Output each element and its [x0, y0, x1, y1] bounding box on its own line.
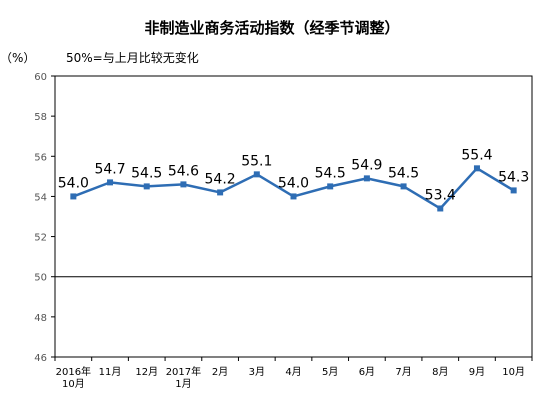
data-point [511, 187, 517, 193]
y-unit-label: （%） [0, 51, 35, 65]
data-point [364, 175, 370, 181]
plot-frame [55, 76, 532, 357]
x-tick-label: 9月 [469, 366, 485, 378]
x-tick-label: 1月 [175, 378, 191, 390]
y-tick-label: 56 [34, 152, 47, 163]
data-label: 55.1 [241, 153, 272, 169]
data-label: 54.3 [498, 169, 529, 185]
x-tick-label: 11月 [99, 366, 122, 378]
data-point [291, 193, 297, 199]
data-point [70, 193, 76, 199]
data-label: 54.6 [168, 163, 199, 179]
chart-title: 非制造业商务活动指数（经季节调整） [144, 19, 399, 37]
x-tick-label: 6月 [359, 366, 375, 378]
data-label: 54.5 [388, 165, 419, 181]
x-tick-label: 7月 [395, 366, 411, 378]
data-label: 54.5 [315, 165, 346, 181]
y-tick-label: 46 [34, 353, 47, 364]
data-point [144, 183, 150, 189]
y-tick-label: 48 [34, 313, 47, 324]
data-point [327, 183, 333, 189]
data-label: 55.4 [461, 147, 492, 163]
x-tick-label: 4月 [285, 366, 301, 378]
data-label: 54.9 [351, 157, 382, 173]
data-label: 54.0 [58, 175, 89, 191]
data-point [180, 181, 186, 187]
x-tick-label: 10月 [62, 378, 85, 390]
y-tick-label: 50 [34, 273, 47, 284]
x-tick-label: 8月 [432, 366, 448, 378]
data-point [437, 205, 443, 211]
data-label: 54.7 [94, 161, 125, 177]
data-point [107, 179, 113, 185]
data-label: 54.2 [205, 171, 236, 187]
y-tick-label: 58 [34, 112, 47, 123]
data-point [254, 171, 260, 177]
x-tick-label: 10月 [502, 366, 525, 378]
data-point [474, 165, 480, 171]
data-point [401, 183, 407, 189]
y-tick-label: 52 [34, 233, 47, 244]
data-point [217, 189, 223, 195]
y-tick-label: 60 [34, 72, 47, 83]
baseline-note: 50%=与上月比较无变化 [66, 50, 199, 65]
y-tick-label: 54 [34, 192, 47, 203]
x-tick-label: 2月 [212, 366, 228, 378]
x-tick-label: 2016年 [56, 365, 91, 378]
data-label: 54.0 [278, 175, 309, 191]
data-label: 53.4 [425, 187, 456, 203]
data-label: 54.5 [131, 165, 162, 181]
x-tick-label: 2017年 [166, 365, 201, 378]
x-tick-label: 12月 [135, 366, 158, 378]
x-tick-label: 3月 [249, 366, 265, 378]
x-tick-label: 5月 [322, 366, 338, 378]
